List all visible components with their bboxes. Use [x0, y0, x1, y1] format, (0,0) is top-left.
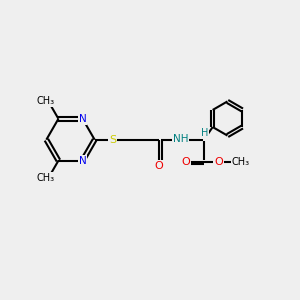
- Text: O: O: [214, 157, 223, 167]
- Text: H: H: [201, 128, 208, 138]
- Text: S: S: [109, 135, 116, 145]
- Text: CH₃: CH₃: [37, 173, 55, 183]
- Text: CH₃: CH₃: [37, 96, 55, 106]
- Text: O: O: [181, 157, 190, 167]
- Text: N: N: [79, 114, 86, 124]
- Text: N: N: [79, 156, 86, 166]
- Text: CH₃: CH₃: [232, 157, 250, 167]
- Text: O: O: [155, 160, 164, 171]
- Text: NH: NH: [172, 134, 188, 143]
